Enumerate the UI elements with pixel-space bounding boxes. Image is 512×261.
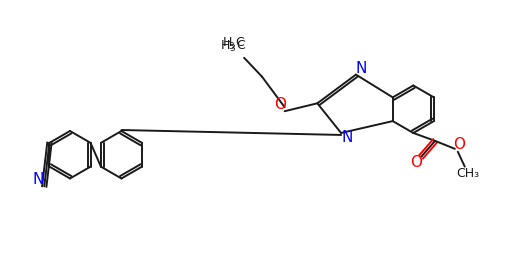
Text: O: O xyxy=(410,155,422,170)
Text: N: N xyxy=(355,61,367,76)
Text: CH₃: CH₃ xyxy=(456,167,479,180)
Text: H: H xyxy=(222,36,232,49)
Text: 3: 3 xyxy=(228,42,234,51)
Text: H: H xyxy=(221,39,230,52)
Text: O: O xyxy=(274,97,286,112)
Text: 3: 3 xyxy=(229,44,235,54)
Text: O: O xyxy=(453,137,465,152)
Text: C: C xyxy=(236,39,245,52)
Text: N: N xyxy=(33,172,44,187)
Text: N: N xyxy=(342,130,353,145)
Text: C: C xyxy=(235,36,244,49)
